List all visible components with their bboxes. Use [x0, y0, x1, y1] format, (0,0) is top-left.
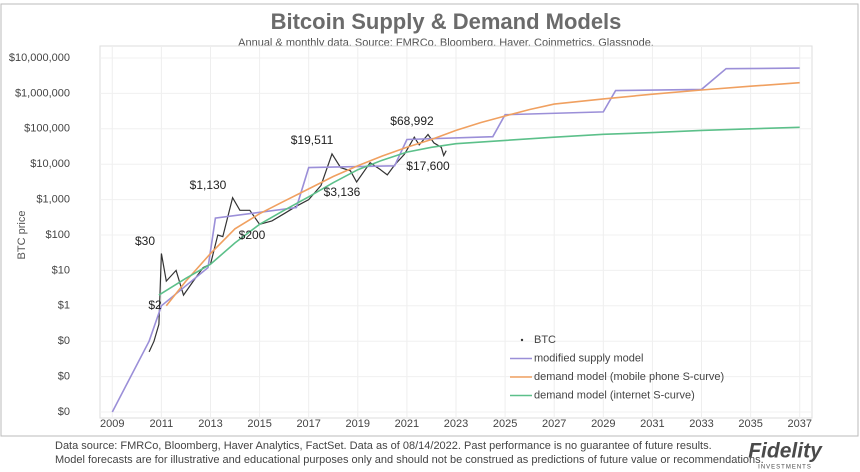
series-line	[165, 81, 800, 307]
chart-title: Bitcoin Supply & Demand Models	[271, 9, 622, 34]
y-tick-label: $1,000	[36, 194, 70, 206]
series-line	[111, 67, 800, 413]
x-tick-label: 2011	[150, 418, 174, 430]
x-tick-label: 2015	[247, 418, 271, 430]
y-tick-label: $10,000	[30, 158, 70, 170]
legend-label: BTC	[534, 334, 556, 346]
y-tick-label: $0	[58, 406, 70, 418]
legend-label: demand model (internet S-curve)	[534, 389, 695, 401]
annotation: $17,600	[406, 159, 450, 173]
y-tick-label: $100	[46, 229, 70, 241]
x-tick-label: 2027	[542, 418, 566, 430]
x-tick-label: 2013	[198, 418, 222, 430]
x-tick-label: 2025	[493, 418, 517, 430]
series-line	[158, 126, 800, 296]
x-tick-label: 2021	[395, 418, 419, 430]
y-tick-label: $1	[58, 300, 70, 312]
y-axis-label: BTC price	[16, 211, 28, 260]
legend-marker	[520, 338, 524, 342]
legend-label: modified supply model	[534, 352, 643, 364]
y-tick-label: $0	[58, 371, 70, 383]
annotation: $200	[239, 228, 266, 242]
annotation: $68,992	[390, 114, 434, 128]
footer-note: Data source: FMRCo, Bloomberg, Haver Ana…	[55, 440, 712, 452]
annotation: $3,136	[324, 185, 361, 199]
legend-label: demand model (mobile phone S-curve)	[534, 371, 724, 383]
x-tick-label: 2035	[738, 418, 762, 430]
logo: Fidelity	[748, 440, 823, 463]
x-tick-label: 2033	[689, 418, 713, 430]
x-tick-label: 2037	[787, 418, 811, 430]
x-tick-label: 2023	[444, 418, 468, 430]
x-tick-label: 2009	[100, 418, 124, 430]
annotation: $2	[148, 298, 162, 312]
y-tick-label: $1,000,000	[15, 87, 70, 99]
x-tick-label: 2017	[296, 418, 320, 430]
y-tick-label: $100,000	[24, 123, 70, 135]
annotation: $19,511	[291, 133, 334, 147]
annotation: $30	[135, 234, 155, 248]
logo-subtitle: INVESTMENTS	[758, 465, 812, 471]
y-tick-label: $0	[58, 335, 70, 347]
y-tick-label: $10	[52, 264, 70, 276]
annotation: $1,130	[190, 178, 227, 192]
footer-note: Model forecasts are for illustrative and…	[55, 454, 764, 466]
x-tick-label: 2029	[591, 418, 615, 430]
y-tick-label: $10,000,000	[9, 52, 70, 64]
x-tick-label: 2019	[346, 418, 370, 430]
x-tick-label: 2031	[640, 418, 664, 430]
